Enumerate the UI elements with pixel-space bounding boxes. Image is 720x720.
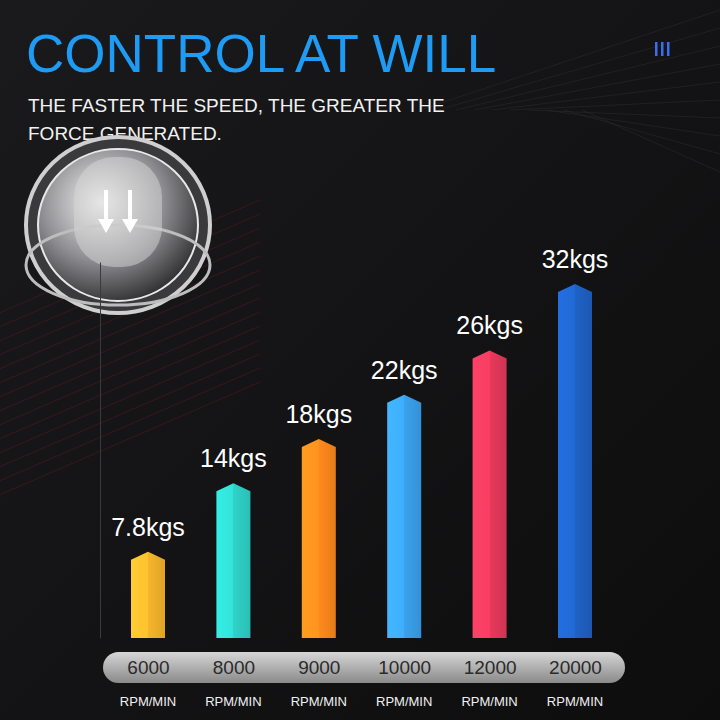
data-label: 18kgs xyxy=(285,400,352,428)
background-line xyxy=(492,82,720,110)
ball-inner xyxy=(38,149,198,301)
x-tick-label: 6000 xyxy=(127,657,169,678)
x-tick-label: 12000 xyxy=(464,657,517,678)
background-line xyxy=(0,326,260,456)
x-unit-label: RPM/MIN xyxy=(376,694,432,709)
bar xyxy=(558,284,592,638)
x-unit-label: RPM/MIN xyxy=(461,694,517,709)
ball-shell xyxy=(26,137,210,313)
background-line xyxy=(0,368,260,498)
x-tick: 10000 xyxy=(378,657,431,678)
x-unit-label: RPM/MIN xyxy=(120,694,176,709)
x-axis-pill xyxy=(103,652,625,683)
bar xyxy=(387,395,421,638)
bars xyxy=(131,284,592,638)
ball-arrow xyxy=(128,190,132,223)
background-line xyxy=(582,110,720,172)
data-label: 7.8kgs xyxy=(111,513,185,541)
icon-bar xyxy=(655,42,658,56)
ball-arrow-head xyxy=(122,219,138,233)
ball-arrow-head xyxy=(98,219,114,233)
subtitle: THE FASTER THE SPEED, THE GREATER THEFOR… xyxy=(28,95,445,144)
bar xyxy=(302,439,336,638)
ball-illustration xyxy=(26,137,210,313)
y-axis xyxy=(100,263,101,639)
x-tick-label: 10000 xyxy=(378,657,431,678)
data-label: 14kgs xyxy=(200,444,267,472)
icon-bar xyxy=(661,42,664,56)
data-label: 22kgs xyxy=(371,356,438,384)
x-tick-label: 9000 xyxy=(298,657,340,678)
x-tick: 20000 xyxy=(549,657,602,678)
background-line xyxy=(564,110,720,154)
data-labels: 7.8kgs 14kgs 18kgs 22kgs 26kgs 32kgs xyxy=(111,245,608,541)
x-tick: 8000 xyxy=(213,657,255,678)
background-line xyxy=(0,312,260,442)
data-label: 32kgs xyxy=(542,245,609,273)
bar xyxy=(216,483,250,638)
background-line xyxy=(0,298,260,428)
x-tick: 12000 xyxy=(464,657,517,678)
background xyxy=(0,0,720,720)
y-axis-line xyxy=(100,263,101,639)
x-unit-label: RPM/MIN xyxy=(205,694,261,709)
background-lines xyxy=(0,10,720,512)
x-unit-labels: RPM/MIN RPM/MIN RPM/MIN RPM/MIN RPM/MIN RPM/M… xyxy=(120,694,603,709)
icon-bar xyxy=(667,42,670,56)
x-unit-label: RPM/MIN xyxy=(291,694,347,709)
background-line xyxy=(474,64,720,110)
x-tick: 9000 xyxy=(298,657,340,678)
ball-arrow xyxy=(104,190,108,223)
title: CONTROL AT WILL xyxy=(26,24,496,83)
bar xyxy=(131,552,165,638)
x-tick: 6000 xyxy=(127,657,169,678)
x-unit-label: RPM/MIN xyxy=(547,694,603,709)
data-label: 26kgs xyxy=(456,311,523,339)
ball-rotor xyxy=(74,157,162,267)
x-tick-label: 20000 xyxy=(549,657,602,678)
chart-svg: CONTROL AT WILL THE FASTER THE SPEED, THE… xyxy=(0,0,720,720)
background-line xyxy=(546,110,720,136)
background-line xyxy=(510,100,720,110)
x-tick-label: 8000 xyxy=(213,657,255,678)
icon xyxy=(655,42,670,56)
x-axis: 6000 8000 9000 10000 12000 20000 xyxy=(127,657,602,678)
bar xyxy=(473,350,507,638)
